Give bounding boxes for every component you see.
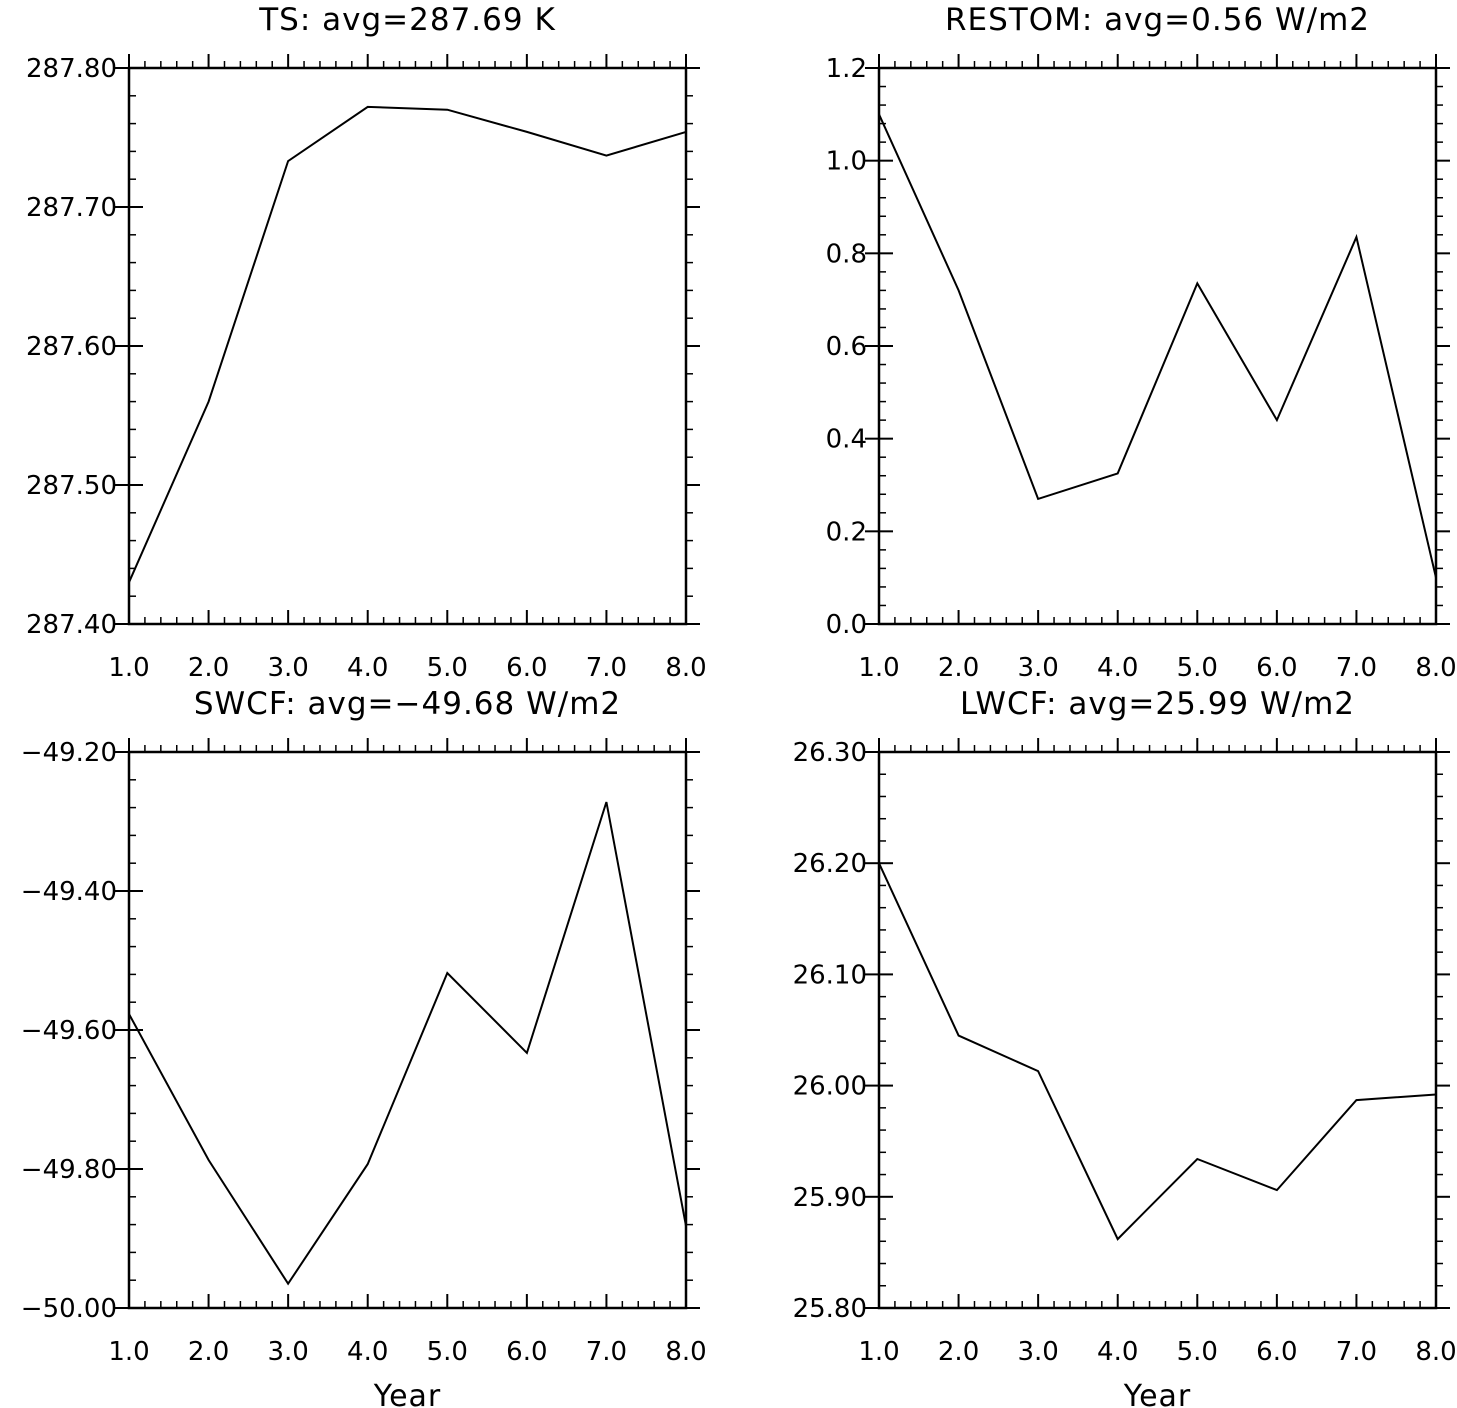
y-tick-label: 0.0 bbox=[826, 610, 867, 640]
x-tick-label: 7.0 bbox=[586, 1337, 627, 1367]
y-tick-label: 1.2 bbox=[826, 54, 867, 84]
y-tick-label: 0.4 bbox=[826, 425, 867, 455]
series-line bbox=[128, 105, 687, 583]
panel-title: SWCF: avg=−49.68 W/m2 bbox=[194, 686, 621, 722]
x-tick-label: 7.0 bbox=[586, 653, 627, 683]
x-tick-label: 2.0 bbox=[938, 1337, 979, 1367]
x-tick-label: 6.0 bbox=[1256, 653, 1297, 683]
x-tick-label: 5.0 bbox=[427, 653, 468, 683]
y-tick-label: 0.2 bbox=[826, 517, 867, 547]
y-tick-label: −49.80 bbox=[21, 1155, 117, 1185]
x-tick-label: 3.0 bbox=[267, 653, 308, 683]
x-tick-label: 1.0 bbox=[858, 1337, 899, 1367]
x-tick-label: 1.0 bbox=[858, 653, 899, 683]
y-tick-label: 25.90 bbox=[793, 1183, 867, 1213]
y-tick-label: 287.80 bbox=[26, 54, 117, 84]
x-tick-label: 6.0 bbox=[506, 1337, 547, 1367]
x-tick-label: 3.0 bbox=[267, 1337, 308, 1367]
y-tick-label: 287.70 bbox=[26, 193, 117, 223]
y-tick-label: 26.10 bbox=[793, 960, 867, 990]
x-tick-label: 4.0 bbox=[347, 653, 388, 683]
panel-2: RESTOM: avg=0.56 W/m2 1.0 2.0 3.0 4.0 5.0 6.0 7… bbox=[826, 2, 1457, 683]
x-tick-label: 5.0 bbox=[1177, 1337, 1218, 1367]
x-tick-label: 7.0 bbox=[1336, 653, 1377, 683]
x-tick-label: 3.0 bbox=[1017, 653, 1058, 683]
plot-frame bbox=[127, 750, 688, 1310]
plot-frame bbox=[127, 66, 688, 626]
x-tick-label: 2.0 bbox=[188, 653, 229, 683]
x-tick-label: 6.0 bbox=[506, 653, 547, 683]
y-tick-label: 287.50 bbox=[26, 471, 117, 501]
panel-4: LWCF: avg=25.99 W/m2 1.0 2.0 3.0 4.0 5.0 6.0 7.… bbox=[793, 686, 1457, 1408]
y-tick-label: 26.20 bbox=[793, 849, 867, 879]
x-tick-label: 6.0 bbox=[1256, 1337, 1297, 1367]
panel-3: SWCF: avg=−49.68 W/m2 1.0 2.0 3.0 4.0 5.0 6.0 7… bbox=[21, 686, 707, 1408]
y-tick-label: 26.00 bbox=[793, 1072, 867, 1102]
y-tick-label: 1.0 bbox=[826, 147, 867, 177]
series-line bbox=[128, 801, 687, 1286]
y-tick-label: −49.40 bbox=[21, 877, 117, 907]
panel-title: LWCF: avg=25.99 W/m2 bbox=[960, 686, 1355, 722]
x-tick-label: 8.0 bbox=[665, 653, 706, 683]
y-tick-label: −49.60 bbox=[21, 1016, 117, 1046]
x-tick-label: 5.0 bbox=[1177, 653, 1218, 683]
x-axis-label: Year bbox=[373, 1379, 442, 1408]
y-tick-label: 0.6 bbox=[826, 332, 867, 362]
x-tick-label: 1.0 bbox=[108, 653, 149, 683]
y-tick-label: 287.40 bbox=[26, 610, 117, 640]
series-line bbox=[878, 113, 1437, 578]
x-tick-label: 4.0 bbox=[347, 1337, 388, 1367]
panel-title: TS: avg=287.69 K bbox=[258, 2, 556, 38]
x-tick-label: 8.0 bbox=[665, 1337, 706, 1367]
y-tick-label: 287.60 bbox=[26, 332, 117, 362]
y-tick-label: 25.80 bbox=[793, 1294, 867, 1324]
x-tick-label: 3.0 bbox=[1017, 1337, 1058, 1367]
x-tick-label: 4.0 bbox=[1097, 653, 1138, 683]
x-tick-label: 8.0 bbox=[1415, 1337, 1456, 1367]
x-tick-label: 4.0 bbox=[1097, 1337, 1138, 1367]
x-tick-label: 8.0 bbox=[1415, 653, 1456, 683]
x-tick-label: 7.0 bbox=[1336, 1337, 1377, 1367]
plot-frame bbox=[877, 66, 1438, 626]
panel-1: TS: avg=287.69 K 1.0 2.0 3.0 4.0 5.0 6.0 7.0 8.0… bbox=[26, 2, 707, 683]
x-tick-label: 2.0 bbox=[188, 1337, 229, 1367]
panel-title: RESTOM: avg=0.56 W/m2 bbox=[945, 2, 1370, 38]
x-tick-label: 5.0 bbox=[427, 1337, 468, 1367]
y-tick-label: −49.20 bbox=[21, 738, 117, 768]
x-tick-label: 1.0 bbox=[108, 1337, 149, 1367]
x-axis-label: Year bbox=[1123, 1379, 1192, 1408]
y-tick-label: −50.00 bbox=[21, 1294, 117, 1324]
y-tick-label: 26.30 bbox=[793, 738, 867, 768]
series-line bbox=[878, 862, 1437, 1241]
x-tick-label: 2.0 bbox=[938, 653, 979, 683]
plot-frame bbox=[877, 750, 1438, 1310]
y-tick-label: 0.8 bbox=[826, 239, 867, 269]
